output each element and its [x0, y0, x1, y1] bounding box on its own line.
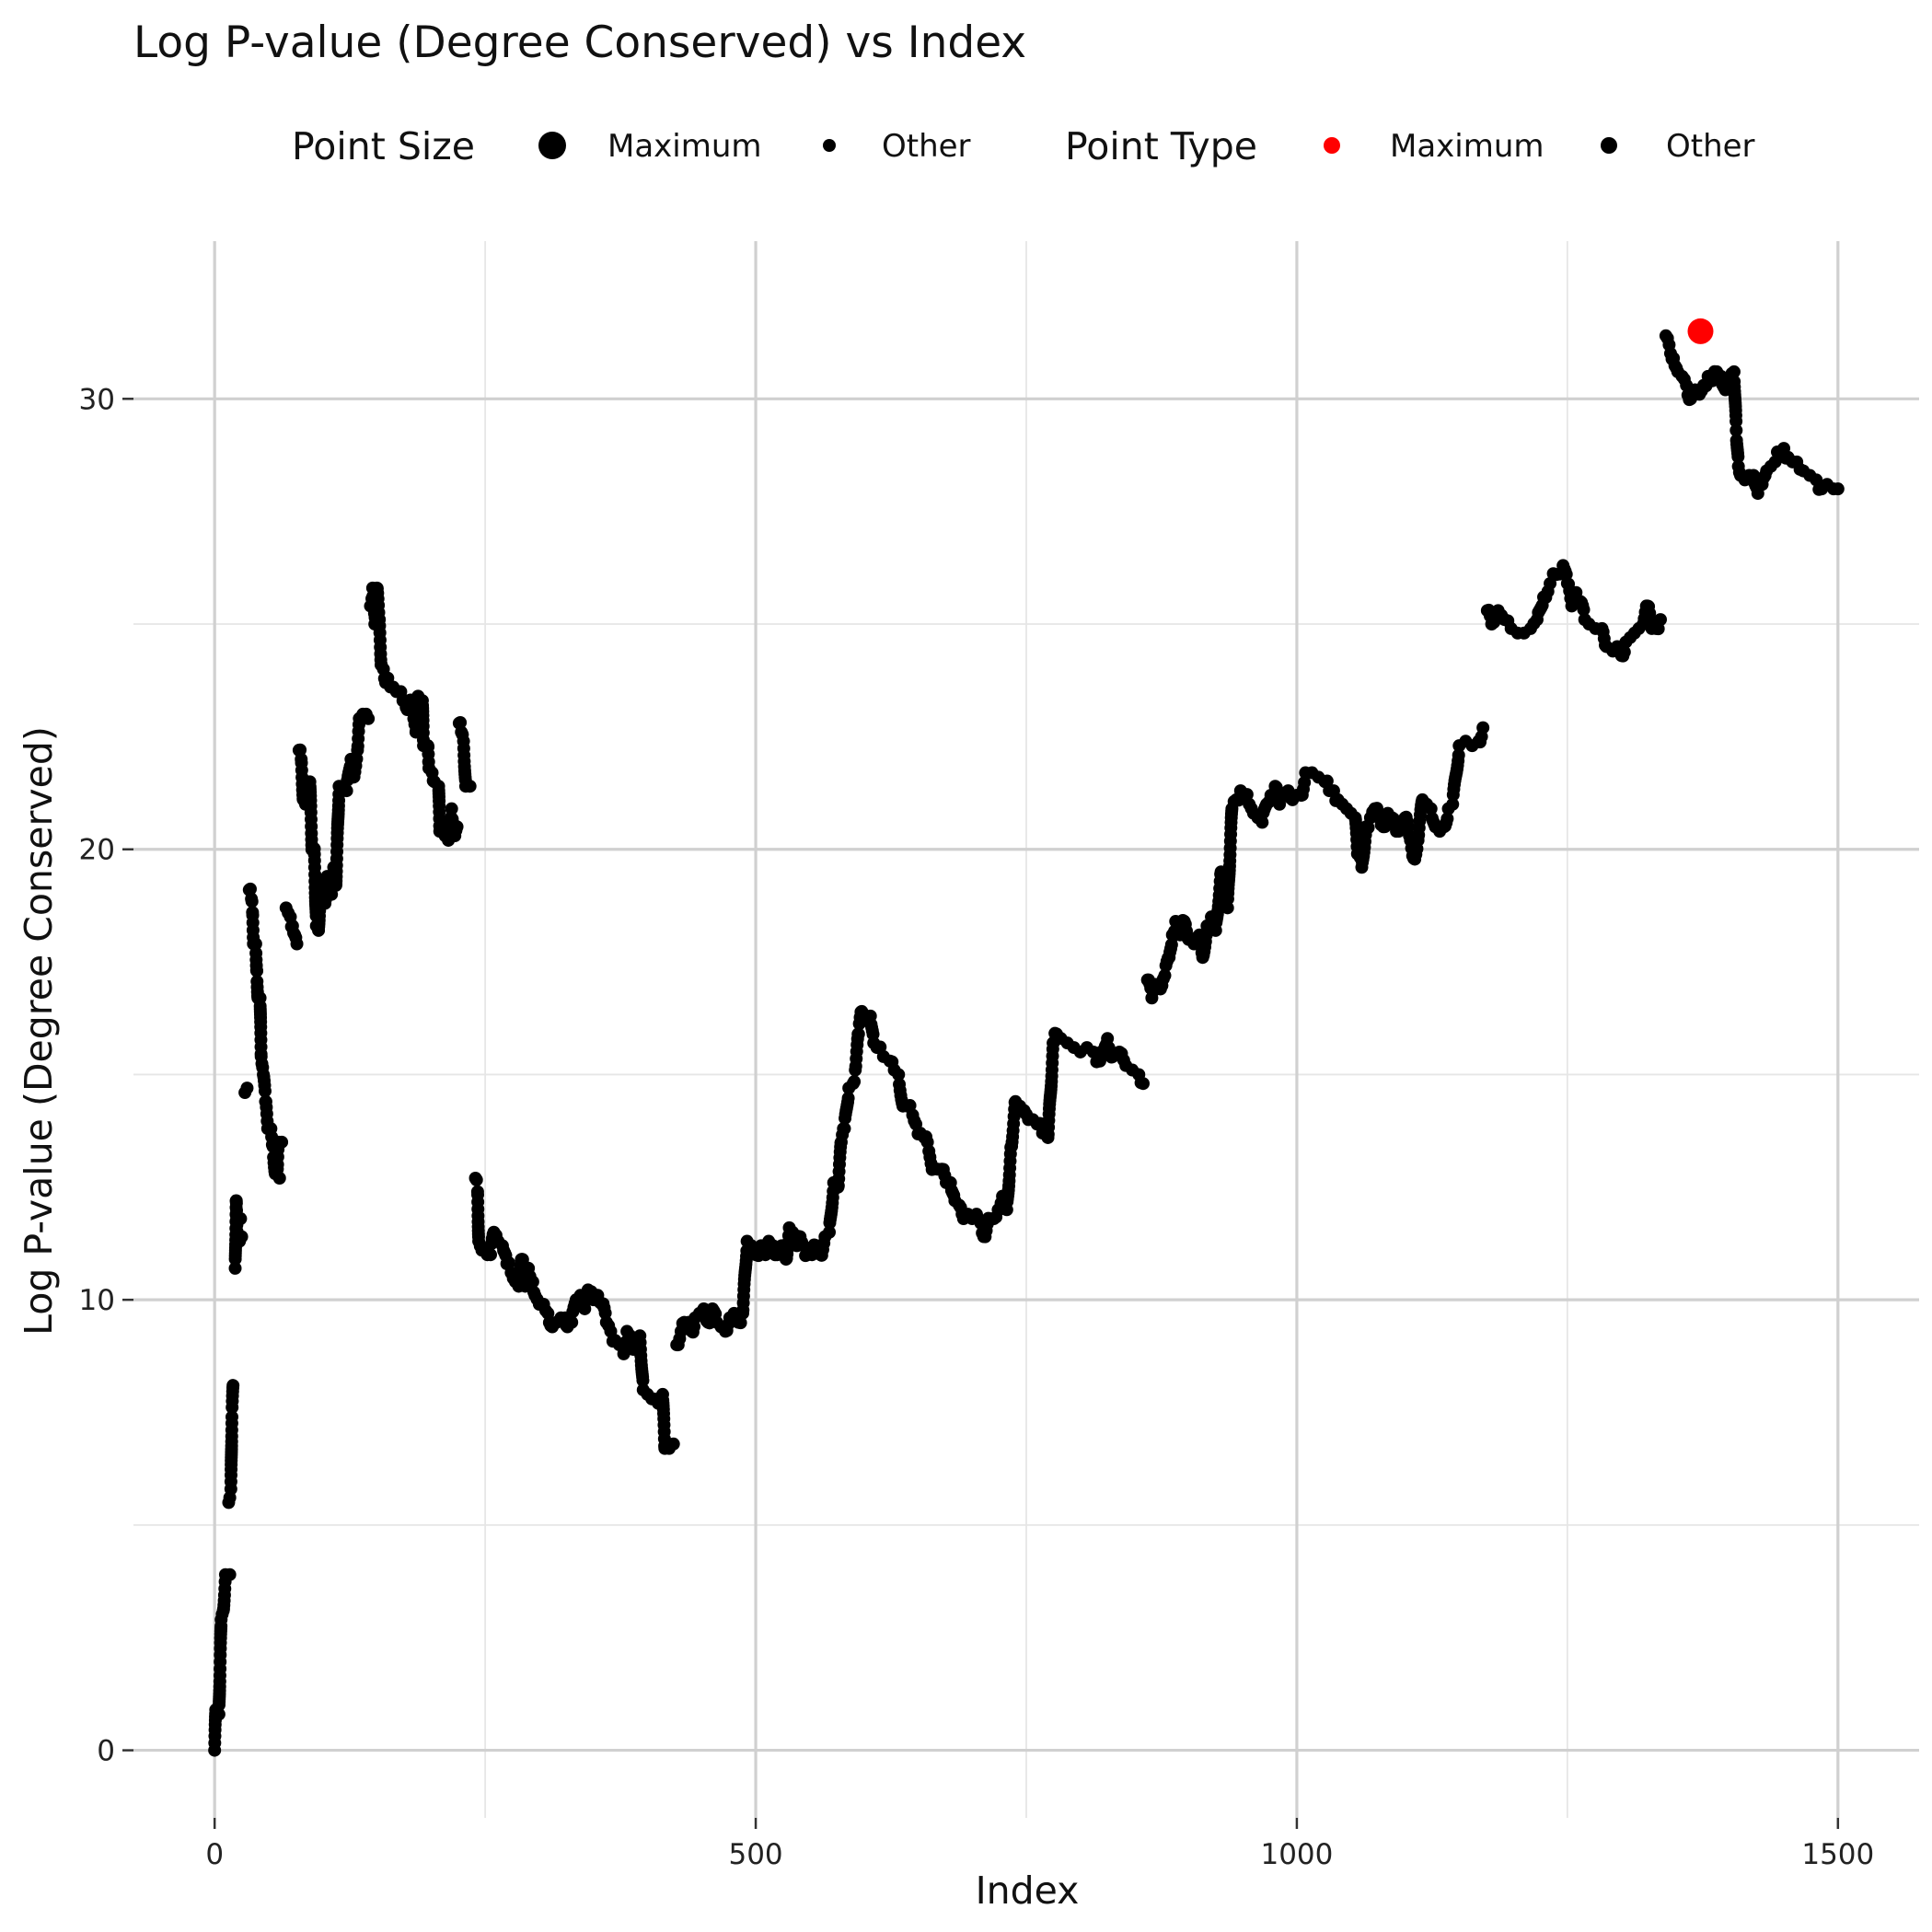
legend-title-point-type: Point Type: [1065, 124, 1257, 168]
y-tick-label: 30: [79, 383, 115, 416]
y-tick-label: 20: [79, 834, 115, 867]
data-point: [226, 1379, 240, 1393]
data-point: [1221, 901, 1234, 915]
data-point: [463, 780, 477, 793]
legend-label-size-maximum: Maximum: [607, 128, 762, 165]
data-point: [1727, 364, 1741, 378]
data-point: [294, 743, 307, 757]
data-point: [1446, 797, 1460, 811]
data-point: [851, 1027, 865, 1041]
data-point: [1361, 821, 1375, 835]
data-point: [484, 1248, 497, 1262]
x-axis-title: Index: [976, 1868, 1080, 1913]
data-point: [1577, 603, 1591, 617]
data-point: [1831, 482, 1845, 496]
data-point: [1544, 576, 1557, 590]
data-point: [272, 1172, 286, 1186]
data-point: [1452, 748, 1465, 762]
chart-title: Log P-value (Degree Conserved) vs Index: [133, 17, 1026, 68]
data-point: [838, 1122, 851, 1136]
x-tick-label: 500: [728, 1838, 782, 1871]
data-point: [234, 1212, 248, 1226]
data-point: [1320, 774, 1334, 788]
legend-key-size-other: [823, 139, 836, 152]
data-point: [243, 882, 257, 896]
data-point: [1136, 1077, 1150, 1091]
legend-label-type-maximum: Maximum: [1390, 128, 1544, 165]
data-point: [362, 711, 376, 725]
data-point: [1424, 802, 1438, 816]
data-point: [469, 1173, 483, 1186]
data-point: [502, 1256, 515, 1270]
data-point: [223, 1568, 237, 1581]
data-point: [275, 1135, 289, 1149]
data-point: [1158, 968, 1172, 982]
data-point: [249, 937, 262, 951]
legend-label-type-other: Other: [1666, 128, 1755, 165]
data-point: [225, 1410, 238, 1424]
y-tick-label: 10: [79, 1284, 115, 1317]
x-tick-label: 0: [205, 1838, 224, 1871]
data-point: [228, 1261, 242, 1275]
data-point: [1617, 645, 1631, 659]
data-point: [450, 820, 464, 834]
legend-key-type-other: [1601, 137, 1617, 154]
data-point: [340, 784, 353, 798]
data-point: [240, 1082, 254, 1095]
axis-ticks: 0 500 1000 1500 0 10 20 30: [79, 383, 1875, 1871]
data-point: [1653, 613, 1667, 627]
data-point: [848, 1075, 862, 1089]
data-point: [892, 1068, 906, 1082]
data-point: [212, 1707, 226, 1721]
x-tick-label: 1500: [1801, 1838, 1874, 1871]
maximum-point: [1687, 318, 1714, 344]
data-point: [841, 1092, 855, 1105]
legend-label-size-other: Other: [882, 128, 971, 165]
data-point: [258, 1084, 272, 1098]
data-point: [1440, 812, 1454, 826]
data-point: [235, 1230, 249, 1244]
data-point: [250, 964, 264, 978]
data-point: [1731, 450, 1745, 464]
y-tick-label: 0: [97, 1735, 115, 1768]
legend-key-type-maximum: [1324, 137, 1340, 154]
data-point: [666, 1437, 680, 1451]
x-tick-label: 1000: [1260, 1838, 1333, 1871]
y-axis-title: Log P-value (Degree Conserved): [17, 726, 61, 1336]
data-point: [290, 937, 304, 951]
data-point: [526, 1275, 539, 1289]
data-points: [208, 318, 1845, 1757]
data-point: [1255, 816, 1269, 829]
data-point: [636, 1373, 650, 1387]
data-point: [445, 802, 458, 816]
data-point: [1730, 414, 1743, 428]
data-point: [245, 895, 259, 908]
legend: Point Size Maximum Other Point Type Maxi…: [292, 124, 1755, 168]
grid: [133, 241, 1919, 1818]
legend-key-size-maximum: [538, 132, 566, 159]
data-point: [1730, 423, 1743, 437]
data-point: [565, 1315, 579, 1329]
data-point: [1240, 788, 1254, 802]
data-point: [1476, 721, 1490, 735]
legend-title-point-size: Point Size: [292, 124, 475, 168]
data-point: [1298, 776, 1312, 790]
data-point: [454, 715, 468, 729]
data-point: [823, 1225, 837, 1239]
